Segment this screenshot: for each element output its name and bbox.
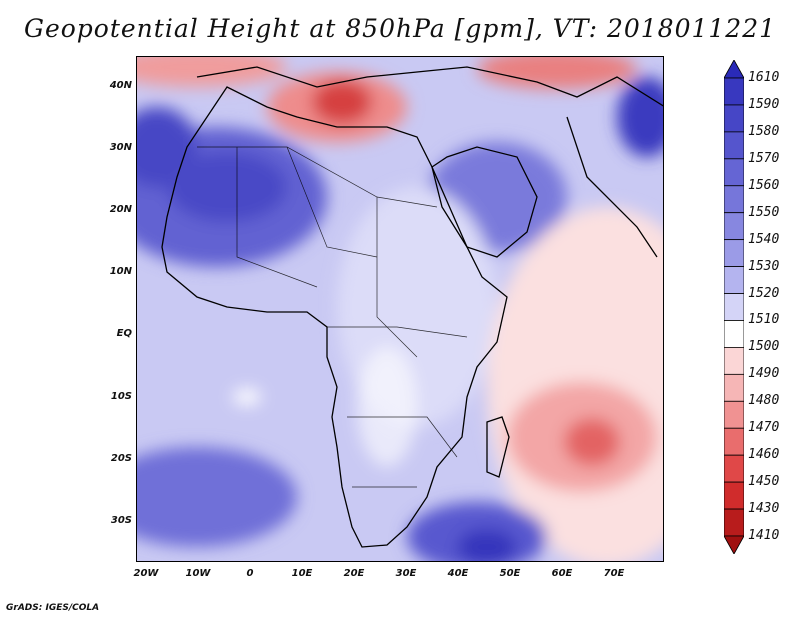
lon-label: 70E [603,568,625,579]
lat-label: 10N [109,266,132,277]
colorbar-cell [724,535,744,554]
colorbar-level-label: 1460 [748,447,780,463]
south-indian-core [457,529,517,561]
arabia-outline [431,146,538,258]
colorbar-level-label: 1520 [748,285,780,301]
colorbar-cell [724,481,744,510]
colorbar-level-label: 1530 [748,258,780,274]
colorbar-level-label: 1470 [748,420,780,436]
map-plot-area [136,56,664,562]
lat-label: EQ [116,328,132,339]
lon-label: 10W [185,568,211,579]
colorbar-level-label: 1570 [748,150,780,166]
sahara-core [167,152,287,222]
lat-label: 30N [109,142,132,153]
colorbar-cell [724,60,744,79]
colorbar-level-label: 1410 [748,528,780,543]
north-edge-low [137,57,287,87]
lon-label: 60E [551,568,573,579]
africa-outline [161,86,508,548]
northeast-low [477,57,637,89]
colorbar-cell [724,347,744,375]
colorbar-cell [724,427,744,456]
madagascar-outline [486,416,510,478]
map-title: Geopotential Height at 850hPa [gpm], VT:… [23,14,777,43]
mediterranean-core [312,80,372,124]
coastlines [161,66,663,548]
lat-label: 40N [109,80,132,91]
white-patch [233,389,261,405]
lon-label: 30E [395,568,417,579]
lon-label: 10E [291,568,313,579]
colorbar-level-label: 1510 [748,312,780,328]
colorbar-level-label: 1550 [748,204,780,220]
lon-label: 50E [499,568,521,579]
colorbar-level-label: 1490 [748,366,780,382]
colorbar-level-label: 1540 [748,231,780,247]
colorbar-cell [724,320,744,348]
lat-label: 20N [109,204,132,215]
colorbar-level-label: 1610 [748,70,780,85]
footer-credit: GrADS: IGES/COLA [6,603,100,613]
colorbar-cell [724,508,744,537]
cyclone-mid [564,418,620,466]
lon-label: 0 [246,568,254,579]
colorbar-cell [724,158,744,187]
country-borders [197,146,468,488]
colorbar-cell [724,212,744,241]
india-coast [566,116,658,258]
south-atlantic-high [137,447,297,547]
congo-patch [357,347,417,467]
europe-coast [196,66,663,107]
colorbar-cell [724,131,744,160]
colorbar-cell [724,373,744,402]
colorbar-cell [724,454,744,483]
colorbar-cell [724,266,744,294]
colorbar-cells [724,60,744,554]
colorbar-level-label: 1560 [748,177,780,193]
colorbar-cell [724,400,744,429]
lon-label: 20E [343,568,365,579]
lon-label: 20W [133,568,159,579]
colorbar-level-label: 1480 [748,393,780,409]
colorbar-cell [724,239,744,267]
lat-label: 20S [110,453,132,464]
colorbar-level-label: 1430 [748,501,780,517]
colorbar-cell [724,104,744,133]
lat-label: 30S [110,515,132,526]
colorbar-cell [724,77,744,106]
colorbar-level-label: 1500 [748,339,780,355]
lat-label: 10S [110,391,132,402]
height-field-map [137,57,663,561]
colorbar-cell [724,185,744,214]
zagros-high [617,77,663,157]
colorbar-level-label: 1450 [748,474,780,490]
colorbar-level-label: 1590 [748,96,780,112]
colorbar-level-label: 1580 [748,123,780,139]
lon-label: 40E [447,568,469,579]
colorbar [724,60,744,554]
colorbar-cell [724,293,744,321]
